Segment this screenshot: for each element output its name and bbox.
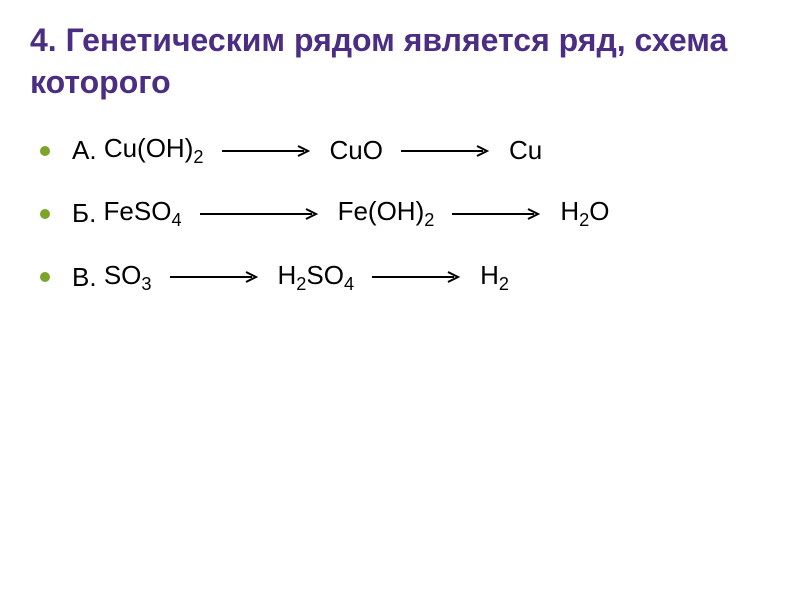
chem-term: SO3 bbox=[104, 260, 152, 295]
option-label: Б. bbox=[72, 198, 104, 229]
chem-term: H2O bbox=[560, 196, 609, 231]
arrow-icon bbox=[222, 145, 312, 157]
list-item: А. Cu(OH)2 CuO Cu bbox=[40, 133, 770, 168]
option-label: А. bbox=[72, 135, 104, 166]
chem-term: H2 bbox=[480, 260, 509, 295]
chem-term: Cu(OH)2 bbox=[104, 133, 204, 168]
chem-term: Fe(OH)2 bbox=[338, 196, 435, 231]
chem-term: Cu bbox=[509, 135, 542, 166]
formula-row-b: Б. FeSO4 Fe(OH)2 H2O bbox=[72, 196, 610, 231]
bullet-icon bbox=[40, 272, 50, 282]
chem-term: FeSO4 bbox=[104, 196, 182, 231]
arrow-icon bbox=[452, 208, 542, 220]
slide-title: 4. Генетическим рядом является ряд, схем… bbox=[30, 20, 770, 103]
formula-row-v: В. SO3 H2SO4 H2 bbox=[72, 260, 509, 295]
arrow-icon bbox=[401, 145, 491, 157]
formula-row-a: А. Cu(OH)2 CuO Cu bbox=[72, 133, 542, 168]
arrow-icon bbox=[170, 271, 260, 283]
option-label: В. bbox=[72, 262, 104, 293]
chem-term: H2SO4 bbox=[278, 260, 355, 295]
bullet-icon bbox=[40, 209, 50, 219]
bullet-icon bbox=[40, 146, 50, 156]
chem-term: CuO bbox=[330, 135, 383, 166]
list-item: Б. FeSO4 Fe(OH)2 H2O bbox=[40, 196, 770, 231]
arrow-icon bbox=[372, 271, 462, 283]
list-item: В. SO3 H2SO4 H2 bbox=[40, 260, 770, 295]
arrow-icon bbox=[200, 208, 320, 220]
